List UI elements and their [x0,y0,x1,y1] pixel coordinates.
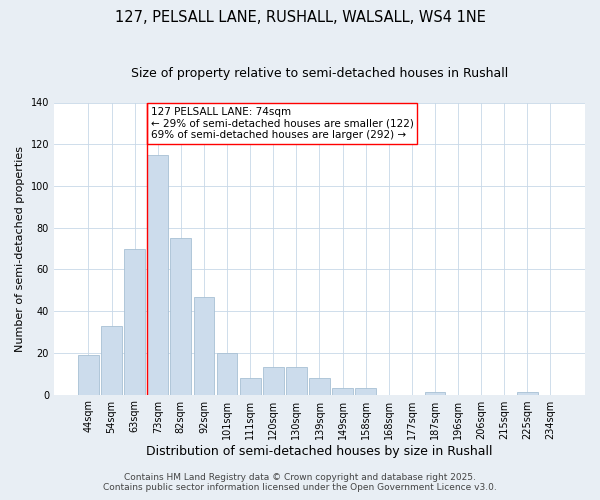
Bar [355,388,376,394]
Bar [263,368,284,394]
Bar [332,388,353,394]
X-axis label: Distribution of semi-detached houses by size in Rushall: Distribution of semi-detached houses by … [146,444,493,458]
Y-axis label: Number of semi-detached properties: Number of semi-detached properties [15,146,25,352]
Bar [194,296,214,394]
Bar [170,238,191,394]
Text: 127 PELSALL LANE: 74sqm
← 29% of semi-detached houses are smaller (122)
69% of s: 127 PELSALL LANE: 74sqm ← 29% of semi-de… [151,106,413,140]
Text: 127, PELSALL LANE, RUSHALL, WALSALL, WS4 1NE: 127, PELSALL LANE, RUSHALL, WALSALL, WS4… [115,10,485,25]
Bar [78,355,99,395]
Bar [517,392,538,394]
Bar [286,368,307,394]
Title: Size of property relative to semi-detached houses in Rushall: Size of property relative to semi-detach… [131,68,508,80]
Text: Contains HM Land Registry data © Crown copyright and database right 2025.
Contai: Contains HM Land Registry data © Crown c… [103,473,497,492]
Bar [148,154,168,394]
Bar [240,378,260,394]
Bar [124,248,145,394]
Bar [101,326,122,394]
Bar [217,353,238,395]
Bar [425,392,445,394]
Bar [309,378,330,394]
